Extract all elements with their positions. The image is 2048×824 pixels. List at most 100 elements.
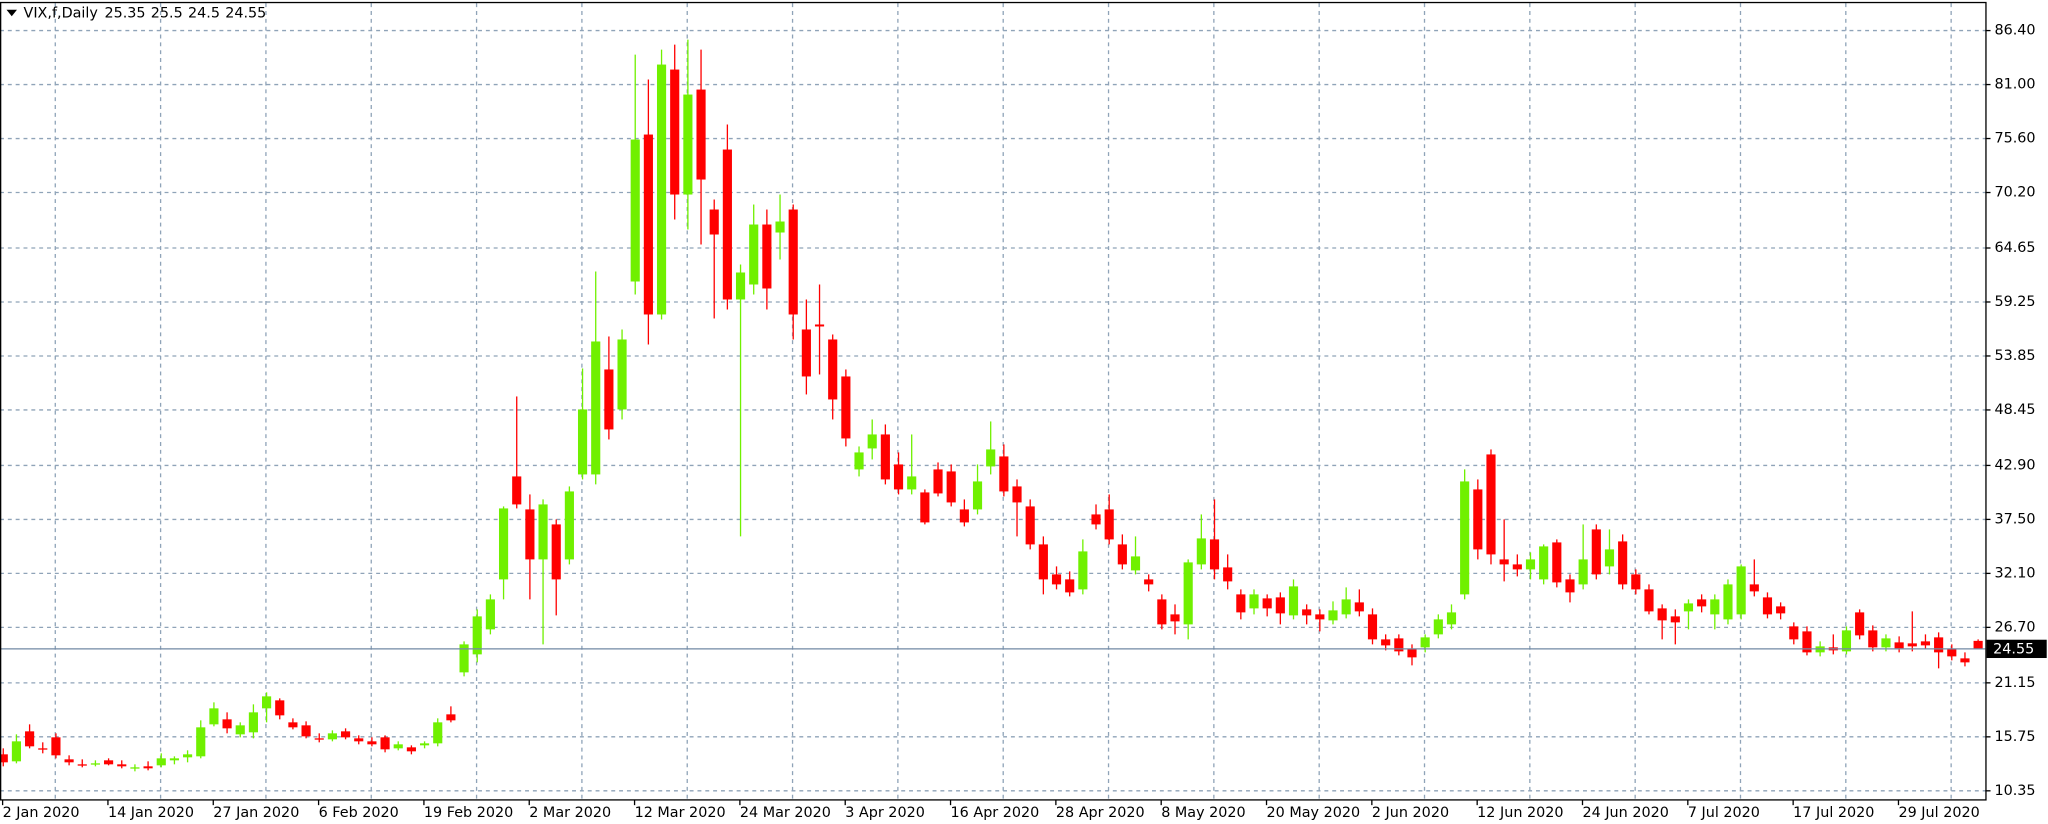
candle-body xyxy=(1038,544,1048,580)
candle-body xyxy=(314,738,324,740)
x-tick-label: 6 Feb 2020 xyxy=(319,805,399,821)
x-tick-label: 24 Mar 2020 xyxy=(740,805,831,821)
candle-body xyxy=(1881,638,1891,648)
candle-body xyxy=(775,221,785,233)
x-tick-label: 17 Jul 2020 xyxy=(1793,805,1874,821)
candle-body xyxy=(946,471,956,503)
grid xyxy=(0,3,1986,800)
candle-body xyxy=(433,722,443,744)
candle-body xyxy=(1130,556,1141,571)
candle-body xyxy=(1381,639,1391,646)
candle-body xyxy=(117,764,127,767)
candle-body xyxy=(564,491,574,560)
candle-body xyxy=(880,434,890,480)
candle-body xyxy=(1065,579,1075,593)
candle-body xyxy=(1051,574,1062,585)
candle-body xyxy=(1367,614,1378,640)
candle-body xyxy=(419,743,430,746)
candle-body xyxy=(814,324,825,327)
candle-body xyxy=(341,731,351,738)
candle-body xyxy=(1776,606,1786,614)
candle-body xyxy=(130,767,140,769)
candle-body xyxy=(1855,612,1865,636)
y-tick-label: 86.40 xyxy=(1994,23,2035,39)
candle-body xyxy=(788,209,798,315)
candle-body xyxy=(1091,514,1101,525)
candle-body xyxy=(1249,594,1259,609)
y-tick-label: 53.85 xyxy=(1994,348,2035,364)
candle-body xyxy=(1157,599,1167,625)
candle-body xyxy=(722,149,732,300)
candle-body xyxy=(630,139,640,282)
candle-body xyxy=(1262,598,1272,609)
x-tick-label: 27 Jan 2020 xyxy=(213,805,299,821)
candle-body xyxy=(209,708,219,725)
candle-body xyxy=(801,329,811,377)
candle-body xyxy=(1104,509,1114,540)
candle-body xyxy=(327,733,337,740)
y-tick-label: 10.35 xyxy=(1994,783,2035,799)
y-tick-label: 48.45 xyxy=(1994,402,2035,418)
candle-body xyxy=(1302,609,1312,616)
candle-body xyxy=(1657,608,1667,621)
header-open: 25.35 xyxy=(104,6,145,22)
candle-body xyxy=(1841,630,1852,652)
candle-body xyxy=(275,700,285,716)
candle-body xyxy=(1315,614,1325,620)
candle-body xyxy=(90,763,100,765)
candle-body xyxy=(696,89,706,180)
candle-body xyxy=(1499,559,1509,565)
candle-body xyxy=(841,376,851,439)
candle-body xyxy=(1420,637,1430,648)
candle-body xyxy=(735,272,746,300)
candle-body xyxy=(854,452,864,470)
x-tick-label: 20 May 2020 xyxy=(1267,805,1361,821)
x-tick-label: 14 Jan 2020 xyxy=(108,805,194,821)
candle-body xyxy=(1525,559,1536,570)
candle-body xyxy=(656,64,667,315)
candle-body xyxy=(1183,562,1193,625)
candle-body xyxy=(380,737,390,750)
menu-triangle xyxy=(6,9,17,17)
y-tick-label: 32.10 xyxy=(1994,565,2035,581)
candle-body xyxy=(1631,574,1641,590)
x-tick-label: 19 Feb 2020 xyxy=(424,805,513,821)
candle-body xyxy=(406,747,416,752)
candle-body xyxy=(1934,637,1944,653)
price-label: 24.55 xyxy=(1993,642,2034,658)
x-tick-label: 29 Jul 2020 xyxy=(1898,805,1979,821)
x-tick-label: 3 Apr 2020 xyxy=(845,805,925,821)
candle-body xyxy=(1117,544,1127,565)
candle-body xyxy=(538,504,548,560)
y-tick-label: 15.75 xyxy=(1994,729,2035,745)
candle-body xyxy=(1723,584,1733,620)
candle-body xyxy=(77,764,87,766)
candle-body xyxy=(459,644,469,673)
candle-body xyxy=(1341,599,1351,615)
candle-body xyxy=(1078,551,1088,590)
candle-body xyxy=(1749,584,1759,592)
candle-body xyxy=(1539,546,1549,580)
candle-body xyxy=(604,369,614,430)
candle-body xyxy=(893,464,904,490)
candle-body xyxy=(1144,579,1154,585)
candle-body xyxy=(1762,597,1773,615)
candle-body xyxy=(248,712,258,733)
candle-body xyxy=(25,731,35,747)
candle-body xyxy=(354,738,364,742)
candle-body xyxy=(0,754,8,763)
y-tick-label: 81.00 xyxy=(1994,77,2035,93)
candle-body xyxy=(972,481,983,510)
y-tick-label: 70.20 xyxy=(1994,185,2035,201)
candle-body xyxy=(933,469,943,494)
candle-body xyxy=(1354,602,1364,612)
candle-body xyxy=(643,134,653,315)
candle-body xyxy=(907,476,917,490)
candle-body xyxy=(1789,626,1799,640)
candle-body xyxy=(64,759,74,763)
candle-body xyxy=(1170,614,1180,622)
candle-body xyxy=(11,741,22,762)
candle-body xyxy=(959,509,969,523)
